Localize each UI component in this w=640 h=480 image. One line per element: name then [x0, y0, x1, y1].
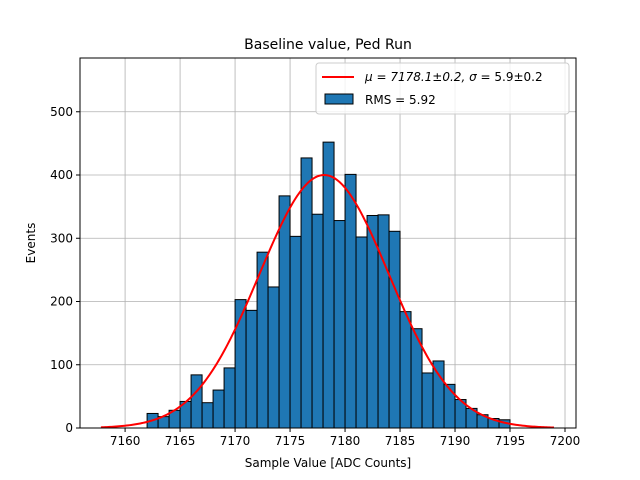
- histogram-bar: [267, 286, 280, 429]
- histogram-bar: [377, 214, 390, 429]
- x-tick-label: 7180: [330, 434, 361, 448]
- histogram-bar: [333, 220, 346, 429]
- x-tick-label: 7170: [220, 434, 251, 448]
- legend-fit-label: μ = 7178.1±0.2, σ = 5.9±0.2: [364, 70, 543, 84]
- histogram-bar: [289, 235, 302, 429]
- histogram-bar: [344, 173, 357, 429]
- histogram-bar: [311, 213, 324, 429]
- x-tick-label: 7175: [275, 434, 306, 448]
- histogram-bar: [212, 389, 225, 429]
- x-tick-label: 7160: [110, 434, 141, 448]
- histogram-bar: [322, 141, 335, 429]
- histogram-bar: [300, 157, 313, 429]
- legend-box: [315, 62, 570, 115]
- x-tick-label: 7185: [385, 434, 416, 448]
- y-tick-label: 200: [50, 295, 73, 309]
- legend: μ = 7178.1±0.2, σ = 5.9±0.2 RMS = 5.92: [315, 62, 570, 115]
- x-axis-ticks: 7160 7165 7170 7175 7180 7185 7190 7195 7200: [110, 428, 580, 448]
- y-tick-label: 300: [50, 231, 73, 245]
- histogram-bar: [421, 372, 434, 429]
- x-tick-label: 7190: [440, 434, 471, 448]
- histogram-bar: [278, 195, 291, 429]
- y-tick-label: 100: [50, 358, 73, 372]
- x-axis-label: Sample Value [ADC Counts]: [245, 456, 411, 470]
- plot-frame: [79, 57, 577, 429]
- histogram-bar: [399, 311, 412, 429]
- y-axis-label: Events: [24, 223, 38, 264]
- histogram-bar: [223, 367, 236, 429]
- y-tick-label: 400: [50, 168, 73, 182]
- y-tick-label: 0: [65, 421, 73, 435]
- histogram-bar: [245, 309, 258, 429]
- histogram-bar: [388, 230, 401, 429]
- histogram-bar: [256, 251, 269, 429]
- chart-title: Baseline value, Ped Run: [244, 37, 412, 53]
- x-tick-label: 7165: [165, 434, 196, 448]
- y-tick-label: 500: [50, 105, 73, 119]
- legend-hist-label: RMS = 5.92: [365, 93, 436, 107]
- histogram-bar: [443, 383, 456, 429]
- y-axis-ticks: 0 100 200 300 400 500: [50, 105, 80, 435]
- histogram-bars: [146, 141, 511, 429]
- histogram-bar: [201, 402, 214, 429]
- histogram-bar: [432, 360, 445, 429]
- histogram-bar: [190, 374, 203, 429]
- gaussian-fit-curve: [100, 174, 555, 429]
- x-tick-label: 7195: [495, 434, 526, 448]
- legend-hist-swatch: [324, 93, 354, 105]
- histogram-bar: [355, 236, 368, 429]
- x-tick-label: 7200: [550, 434, 581, 448]
